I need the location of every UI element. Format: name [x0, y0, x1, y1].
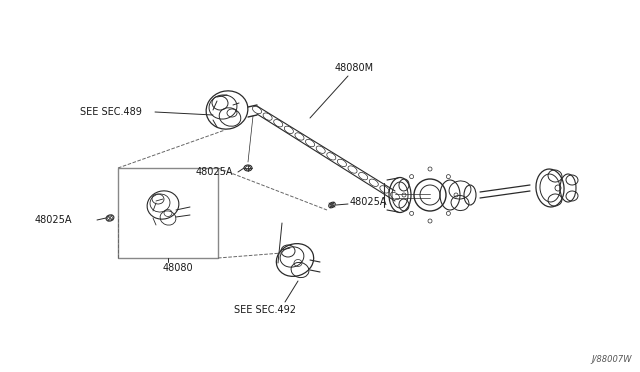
Bar	[118, 168, 218, 258]
Text: J/88007W: J/88007W	[591, 355, 632, 364]
Text: 48025A: 48025A	[350, 197, 387, 207]
Text: 48025A: 48025A	[196, 167, 234, 177]
Text: SEE SEC.492: SEE SEC.492	[234, 305, 296, 315]
Text: 48080: 48080	[163, 263, 194, 273]
Text: 48025A: 48025A	[35, 215, 72, 225]
Text: 48080M: 48080M	[335, 63, 374, 73]
Text: SEE SEC.489: SEE SEC.489	[80, 107, 142, 117]
